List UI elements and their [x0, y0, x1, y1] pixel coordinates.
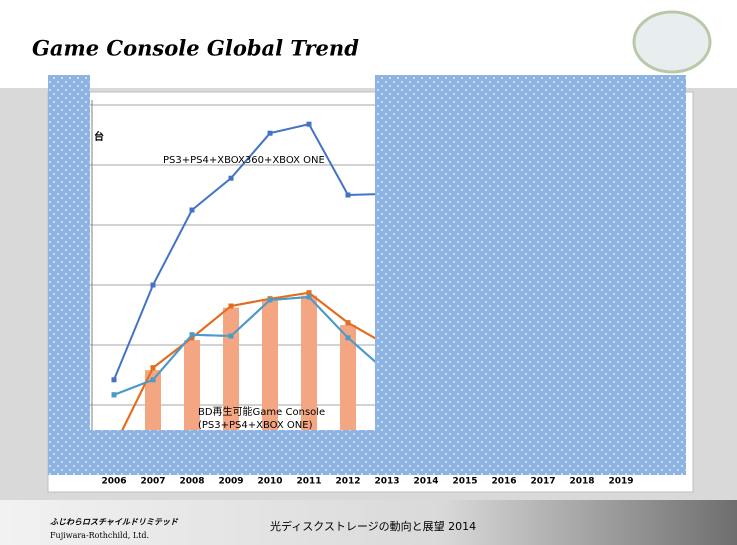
footer-caption: 光ディスクストレージの動向と展望 2014 — [270, 519, 476, 533]
annotation: BD再生可能Game Console — [198, 405, 325, 418]
point-marker — [306, 121, 312, 127]
point-marker — [111, 392, 117, 398]
x-tick-label: 2017 — [530, 477, 555, 487]
point-marker — [345, 320, 351, 326]
x-tick-label: 2011 — [296, 477, 321, 487]
point-marker — [228, 175, 234, 181]
y-axis-label: 台 — [94, 130, 104, 143]
x-tick-label: 2006 — [101, 477, 126, 487]
point-marker — [150, 365, 156, 371]
x-tick-label: 2012 — [335, 477, 360, 487]
point-marker — [345, 335, 351, 341]
series-line — [113, 295, 388, 396]
overlay-block — [48, 75, 90, 475]
series-line — [113, 291, 388, 448]
point-marker — [189, 332, 195, 338]
point-marker — [189, 335, 195, 341]
footer-bar — [0, 500, 737, 545]
overlay-block — [375, 75, 686, 475]
point-marker — [306, 294, 312, 300]
bar — [223, 307, 239, 465]
point-marker — [267, 130, 273, 136]
point-marker — [150, 377, 156, 383]
point-marker — [228, 303, 234, 309]
point-marker — [345, 192, 351, 198]
overlay — [48, 75, 686, 475]
point-marker — [111, 377, 117, 383]
company-en: Fujiwara-Rothchild, Ltd. — [50, 531, 149, 540]
bar — [301, 295, 317, 465]
bar — [262, 300, 278, 465]
x-tick-label: 2010 — [257, 477, 282, 487]
slide-title: Game Console Global Trend — [32, 36, 359, 61]
x-tick-label: 2016 — [491, 477, 516, 487]
series-label: PS3+PS4+XBOX360+XBOX ONE — [163, 155, 325, 166]
x-tick-label: 2009 — [218, 477, 243, 487]
company-jp: ふじわらロスチャイルドリミテッド — [50, 518, 179, 527]
point-marker — [267, 297, 273, 303]
series-line — [113, 123, 388, 381]
x-tick-label: 2018 — [569, 477, 594, 487]
x-tick-label: 2014 — [413, 477, 438, 487]
x-tick-label: 2008 — [179, 477, 204, 487]
overlay-block — [48, 430, 686, 475]
x-tick-label: 2015 — [452, 477, 477, 487]
annotation: (PS3+PS4+XBOX ONE) — [198, 420, 313, 431]
point-marker — [150, 282, 156, 288]
x-tick-label: 2013 — [374, 477, 399, 487]
x-tick-label: 2019 — [608, 477, 633, 487]
point-marker — [189, 207, 195, 213]
point-marker — [306, 290, 312, 296]
x-tick-label: 2007 — [140, 477, 165, 487]
point-marker — [228, 333, 234, 339]
logo — [632, 10, 712, 74]
